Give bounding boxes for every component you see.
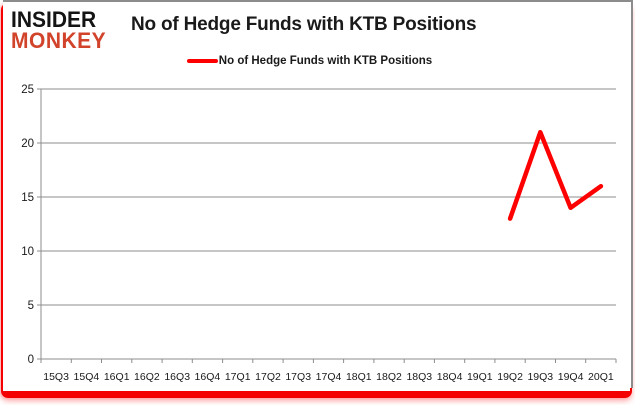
svg-text:18Q4: 18Q4 xyxy=(437,371,463,383)
svg-text:20Q1: 20Q1 xyxy=(588,371,614,383)
svg-text:19Q3: 19Q3 xyxy=(527,371,553,383)
svg-text:16Q1: 16Q1 xyxy=(104,371,130,383)
svg-text:17Q2: 17Q2 xyxy=(255,371,281,383)
svg-text:15Q4: 15Q4 xyxy=(74,371,100,383)
svg-text:18Q1: 18Q1 xyxy=(346,371,372,383)
svg-text:18Q3: 18Q3 xyxy=(406,371,432,383)
svg-text:19Q1: 19Q1 xyxy=(467,371,493,383)
svg-text:10: 10 xyxy=(21,246,34,258)
svg-text:17Q3: 17Q3 xyxy=(285,371,311,383)
svg-text:16Q4: 16Q4 xyxy=(195,371,221,383)
chart-card: INSIDER MONKEY No of Hedge Funds with KT… xyxy=(3,0,633,388)
legend: No of Hedge Funds with KTB Positions xyxy=(3,55,616,67)
logo-line-insider: INSIDER xyxy=(11,7,97,33)
svg-text:19Q2: 19Q2 xyxy=(497,371,523,383)
svg-text:16Q3: 16Q3 xyxy=(164,371,190,383)
svg-text:5: 5 xyxy=(28,300,34,312)
svg-text:15: 15 xyxy=(21,192,34,204)
svg-text:0: 0 xyxy=(28,354,34,366)
legend-label: No of Hedge Funds with KTB Positions xyxy=(218,55,433,67)
legend-line-swatch xyxy=(186,59,218,63)
chart-title: No of Hedge Funds with KTB Positions xyxy=(131,14,477,35)
svg-text:18Q2: 18Q2 xyxy=(376,371,402,383)
svg-text:17Q1: 17Q1 xyxy=(225,371,251,383)
svg-text:25: 25 xyxy=(21,84,34,96)
svg-text:19Q4: 19Q4 xyxy=(558,371,584,383)
logo-line-monkey: MONKEY xyxy=(11,28,107,54)
svg-text:20: 20 xyxy=(21,138,34,150)
svg-text:16Q2: 16Q2 xyxy=(134,371,160,383)
insider-monkey-logo: INSIDER MONKEY xyxy=(11,7,129,54)
svg-text:15Q3: 15Q3 xyxy=(43,371,69,383)
svg-text:17Q4: 17Q4 xyxy=(316,371,342,383)
